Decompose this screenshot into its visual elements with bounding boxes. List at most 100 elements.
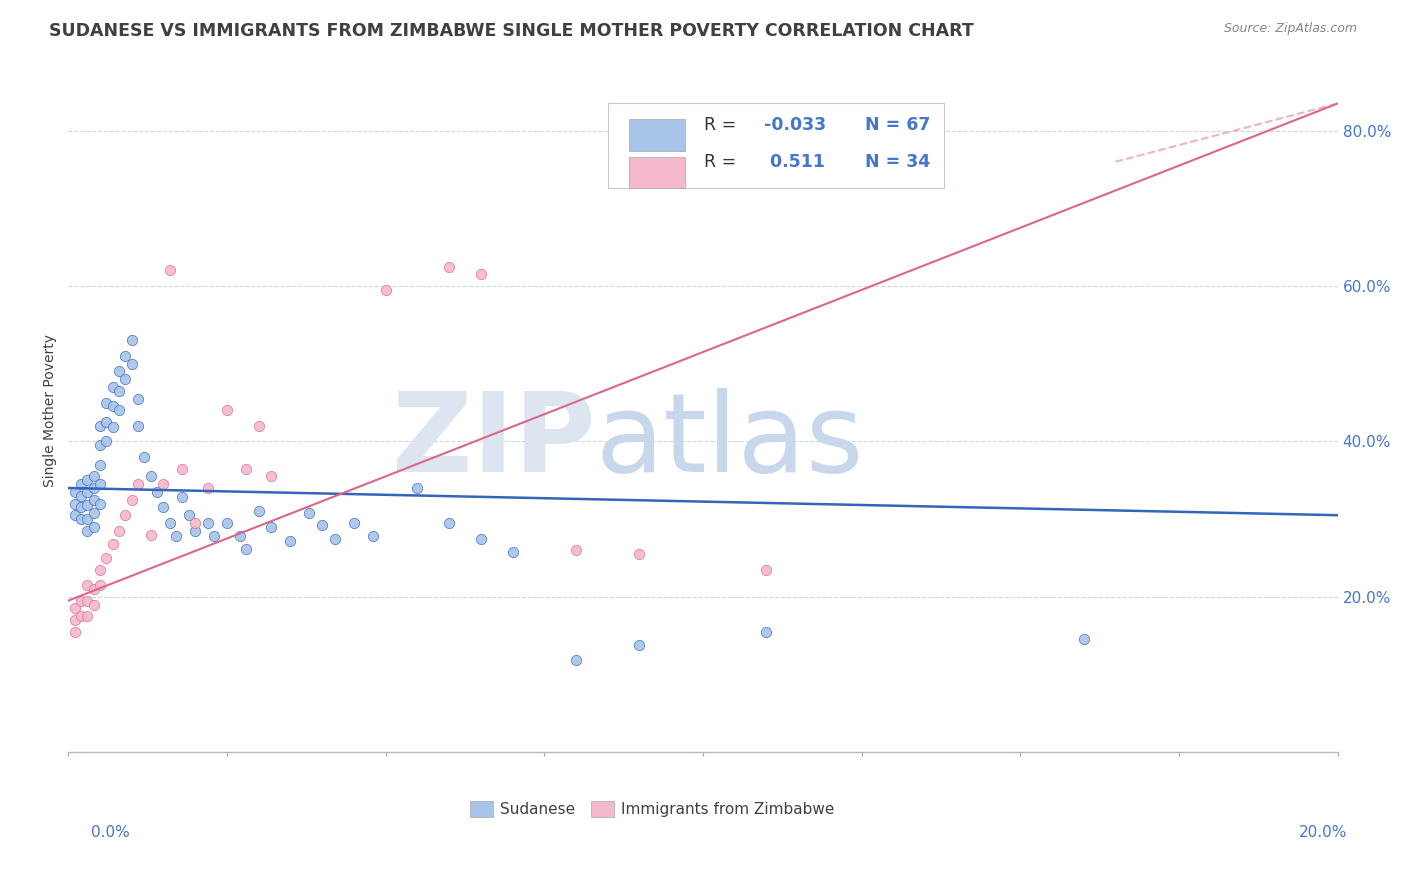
Point: [89, 578, 111, 592]
Point: [127, 392, 149, 406]
Point: [260, 469, 283, 483]
Point: [121, 334, 143, 348]
Point: [406, 481, 429, 495]
Point: [76, 593, 98, 607]
Text: atlas: atlas: [595, 388, 863, 494]
Point: [260, 520, 283, 534]
Text: 0.511: 0.511: [763, 153, 825, 171]
Point: [76, 609, 98, 624]
Point: [101, 537, 124, 551]
Point: [159, 263, 181, 277]
Point: [470, 268, 492, 282]
Point: [565, 653, 588, 667]
Point: [89, 497, 111, 511]
Point: [628, 547, 651, 561]
Point: [197, 516, 219, 530]
FancyBboxPatch shape: [630, 120, 685, 151]
Point: [76, 473, 98, 487]
Text: -0.033: -0.033: [763, 116, 825, 134]
Point: [114, 349, 136, 363]
Point: [215, 403, 238, 417]
Point: [565, 543, 588, 558]
Text: Source: ZipAtlas.com: Source: ZipAtlas.com: [1223, 22, 1357, 36]
Point: [755, 563, 778, 577]
Point: [70, 593, 93, 607]
Point: [323, 532, 346, 546]
Point: [96, 434, 118, 449]
Point: [235, 461, 257, 475]
Point: [108, 364, 131, 378]
Point: [311, 518, 333, 533]
Point: [172, 491, 194, 505]
Point: [76, 578, 98, 592]
Point: [108, 384, 131, 398]
Text: 0.0%: 0.0%: [91, 825, 131, 840]
Point: [184, 516, 207, 530]
Point: [152, 477, 174, 491]
Text: R =: R =: [704, 116, 742, 134]
Point: [1073, 632, 1095, 647]
Text: ZIP: ZIP: [392, 388, 595, 494]
Point: [177, 508, 200, 523]
Point: [76, 512, 98, 526]
Point: [247, 418, 270, 433]
Point: [628, 638, 651, 652]
Point: [83, 481, 105, 495]
Legend: Sudanese, Immigrants from Zimbabwe: Sudanese, Immigrants from Zimbabwe: [464, 795, 841, 823]
Point: [89, 563, 111, 577]
Point: [235, 541, 257, 556]
Point: [134, 450, 156, 464]
Point: [184, 524, 207, 538]
Text: N = 34: N = 34: [866, 153, 931, 171]
Point: [63, 497, 86, 511]
Point: [101, 400, 124, 414]
Text: R =: R =: [704, 153, 742, 171]
Point: [63, 624, 86, 639]
Point: [83, 469, 105, 483]
Point: [298, 506, 321, 520]
Point: [70, 477, 93, 491]
Point: [63, 508, 86, 523]
Point: [63, 613, 86, 627]
Text: N = 67: N = 67: [866, 116, 931, 134]
Point: [89, 438, 111, 452]
Point: [374, 283, 396, 297]
Point: [121, 492, 143, 507]
Point: [96, 550, 118, 565]
Point: [139, 469, 162, 483]
Point: [83, 598, 105, 612]
Point: [83, 582, 105, 596]
Y-axis label: Single Mother Poverty: Single Mother Poverty: [44, 334, 58, 487]
Point: [247, 504, 270, 518]
Point: [146, 484, 169, 499]
Point: [343, 516, 366, 530]
Text: SUDANESE VS IMMIGRANTS FROM ZIMBABWE SINGLE MOTHER POVERTY CORRELATION CHART: SUDANESE VS IMMIGRANTS FROM ZIMBABWE SIN…: [49, 22, 974, 40]
Point: [437, 516, 460, 530]
Point: [89, 418, 111, 433]
Point: [70, 512, 93, 526]
Point: [70, 609, 93, 624]
Point: [89, 458, 111, 472]
Point: [470, 532, 492, 546]
Point: [70, 500, 93, 515]
Point: [83, 506, 105, 520]
Point: [159, 516, 181, 530]
FancyBboxPatch shape: [630, 157, 685, 188]
Point: [114, 372, 136, 386]
Point: [76, 498, 98, 512]
Point: [101, 420, 124, 434]
Point: [202, 529, 225, 543]
Point: [172, 461, 194, 475]
Point: [152, 500, 174, 515]
Point: [361, 529, 384, 543]
Point: [83, 492, 105, 507]
Point: [76, 524, 98, 538]
Point: [114, 508, 136, 523]
Point: [63, 484, 86, 499]
Point: [76, 484, 98, 499]
Point: [63, 601, 86, 615]
Point: [228, 529, 250, 543]
Point: [127, 418, 149, 433]
FancyBboxPatch shape: [607, 103, 943, 188]
Point: [215, 516, 238, 530]
